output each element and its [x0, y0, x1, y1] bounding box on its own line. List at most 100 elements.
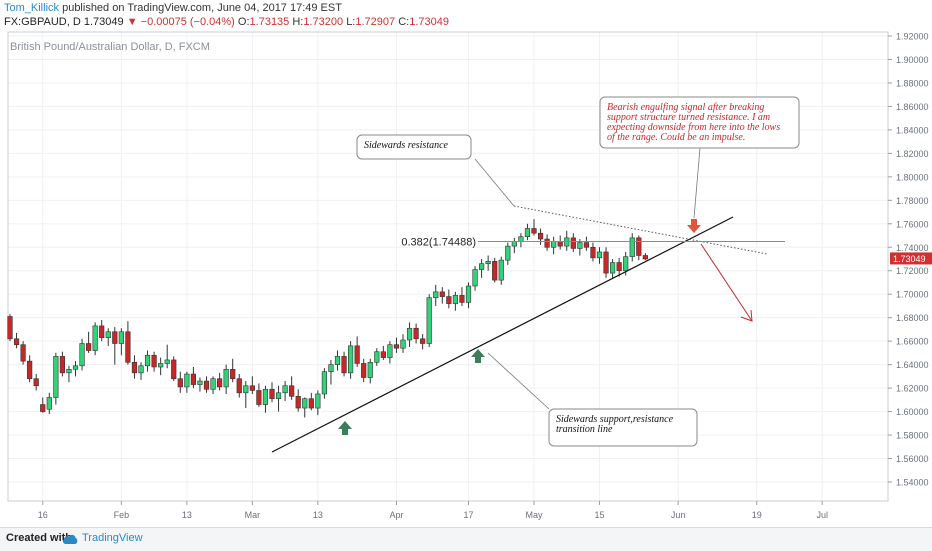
candle-body — [347, 345, 354, 374]
price-tick-label: 1.66000 — [896, 337, 929, 347]
candle-body — [420, 338, 426, 344]
candle-body — [485, 261, 491, 264]
candle-body — [210, 378, 216, 390]
candle-body — [551, 241, 557, 248]
price-tick-label: 1.78000 — [896, 196, 929, 206]
price-tick-label: 1.56000 — [896, 454, 929, 464]
candle-body — [40, 404, 46, 412]
chart-header: Tom_Killick published on TradingView.com… — [0, 0, 932, 30]
support-callout-text: Sidewards support,resistance — [556, 414, 674, 425]
candle-body — [583, 242, 589, 248]
candle-body — [413, 327, 419, 340]
fib-level-label: 0.382(1.74488) — [401, 237, 476, 249]
candle-body — [609, 262, 616, 274]
candle-body — [262, 388, 269, 405]
current-price-label: 1.73049 — [893, 254, 926, 264]
projection-arrowhead — [740, 309, 753, 322]
bearish-callout-text: support structure turned resistance. I a… — [607, 112, 770, 123]
candle-body — [380, 351, 386, 358]
candle-body — [275, 392, 282, 399]
candle-body — [27, 360, 33, 380]
candle-body — [197, 380, 203, 385]
candle-body — [374, 351, 380, 363]
candle-body — [642, 255, 648, 260]
candle-body — [7, 316, 13, 340]
price-tick-label: 1.82000 — [896, 149, 929, 159]
candle-body — [524, 228, 531, 237]
time-tick-label: 16 — [38, 510, 48, 520]
candle-body — [230, 369, 236, 380]
symbol-label: FX:GBPAUD, D — [4, 16, 81, 28]
candle-body — [446, 296, 452, 304]
candle-body — [125, 331, 131, 363]
bearish-callout-leader — [693, 147, 701, 219]
plot-frame — [7, 31, 889, 502]
resistance-callout-text: Sidewards resistance — [364, 140, 449, 151]
candle-body — [243, 385, 249, 394]
candle-body — [33, 378, 39, 387]
author-link[interactable]: Tom_Killick — [4, 2, 60, 14]
candle-body — [439, 291, 445, 297]
price-chart[interactable]: British Pound/Australian Dollar, D, FXCM… — [0, 30, 932, 527]
candle-body — [452, 295, 459, 304]
candle-body — [328, 364, 334, 372]
candle-body — [334, 356, 341, 365]
bearish-callout-text: of the range. Could be an impulse. — [607, 132, 745, 143]
candle-body — [66, 369, 72, 374]
candle-body — [177, 378, 183, 388]
candle-body — [492, 261, 498, 281]
time-axis[interactable]: 16 Feb 13 Mar 13 Apr 17 May 15 Jun 19 Jul — [38, 501, 828, 520]
candle-body — [164, 359, 170, 364]
tradingview-cloud-icon — [62, 534, 78, 544]
candle-body — [406, 327, 413, 341]
price-tick-label: 1.86000 — [896, 102, 929, 112]
price-tick-label: 1.80000 — [896, 172, 929, 182]
close-value: 1.73049 — [409, 16, 449, 28]
candle-body — [603, 251, 609, 274]
created-with-label: Created with — [6, 532, 73, 544]
support-callout-box — [548, 408, 698, 447]
candle-body — [570, 237, 576, 249]
candle-body — [308, 398, 314, 409]
candle-body — [79, 343, 85, 367]
price-tick-label: 1.58000 — [896, 431, 929, 441]
support-callout-leader — [487, 352, 550, 410]
time-tick-label: Feb — [114, 510, 130, 520]
candle-body — [190, 373, 197, 385]
price-tick-label: 1.72000 — [896, 266, 929, 276]
ohlc-line: FX:GBPAUD, D 1.73049 ▼ −0.00075 (−0.04%)… — [4, 16, 449, 28]
candle-body — [511, 241, 517, 247]
candle-body — [321, 371, 328, 395]
time-tick-label: May — [525, 510, 543, 520]
candle-body — [53, 356, 59, 398]
candle-body — [367, 361, 373, 378]
time-tick-label: Jul — [816, 510, 828, 520]
candle-body — [623, 256, 629, 272]
price-tick-label: 1.54000 — [896, 478, 929, 488]
candle-body — [269, 388, 275, 399]
candle-body — [478, 263, 485, 270]
candle-body — [46, 397, 52, 410]
candle-body — [256, 390, 262, 405]
last-price: 1.73049 — [83, 16, 124, 28]
candle-body — [86, 343, 92, 351]
candle-body — [203, 380, 210, 390]
down-triangle-icon: ▼ — [126, 16, 138, 28]
support-callout-text: transition line — [556, 424, 613, 435]
price-axis[interactable]: 1.92000 1.90000 1.88000 1.86000 1.84000 1.820… — [888, 32, 932, 488]
chart-grid — [8, 32, 888, 501]
time-tick-label: 19 — [752, 510, 762, 520]
publish-line: Tom_Killick published on TradingView.com… — [4, 2, 342, 14]
tradingview-brand[interactable]: TradingView — [82, 532, 143, 544]
time-tick-label: 13 — [313, 510, 323, 520]
resistance-callout-leader — [474, 158, 515, 207]
candle-body — [557, 241, 563, 247]
price-tick-label: 1.62000 — [896, 384, 929, 394]
candle-body — [629, 237, 635, 257]
price-tick-label: 1.76000 — [896, 219, 929, 229]
candle-body — [361, 363, 367, 378]
up-arrow-icon — [471, 349, 485, 363]
candle-body — [158, 363, 164, 368]
candle-body — [590, 246, 596, 259]
candle-body — [315, 393, 321, 409]
